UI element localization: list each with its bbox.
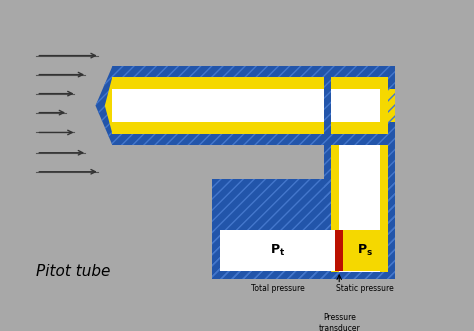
Text: Pitot tube: Pitot tube	[36, 263, 111, 278]
Bar	[112, 66, 395, 145]
Bar	[112, 89, 395, 122]
Bar	[220, 230, 335, 271]
Bar	[331, 145, 388, 272]
Bar	[212, 179, 395, 279]
Bar	[324, 145, 395, 230]
Bar	[339, 145, 380, 272]
Bar	[212, 179, 395, 279]
Bar	[212, 230, 395, 279]
Text: Total pressure: Total pressure	[251, 284, 304, 293]
Text: Static pressure: Static pressure	[337, 284, 394, 293]
Text: $\mathbf{P_s}$: $\mathbf{P_s}$	[357, 243, 373, 258]
Polygon shape	[96, 66, 112, 145]
Bar	[324, 145, 395, 230]
Bar	[324, 77, 331, 134]
Bar	[212, 230, 395, 279]
Bar	[220, 230, 387, 271]
Bar	[112, 77, 395, 134]
Bar	[388, 77, 395, 134]
Polygon shape	[105, 77, 112, 134]
Text: $\mathbf{P_t}$: $\mathbf{P_t}$	[270, 243, 285, 258]
Text: Pressure
transducer: Pressure transducer	[319, 313, 360, 331]
Bar	[112, 66, 395, 145]
Bar	[339, 145, 380, 146]
Bar	[388, 77, 395, 134]
Bar	[324, 77, 331, 134]
Polygon shape	[112, 89, 115, 122]
Bar	[380, 89, 395, 122]
Bar	[335, 230, 344, 271]
